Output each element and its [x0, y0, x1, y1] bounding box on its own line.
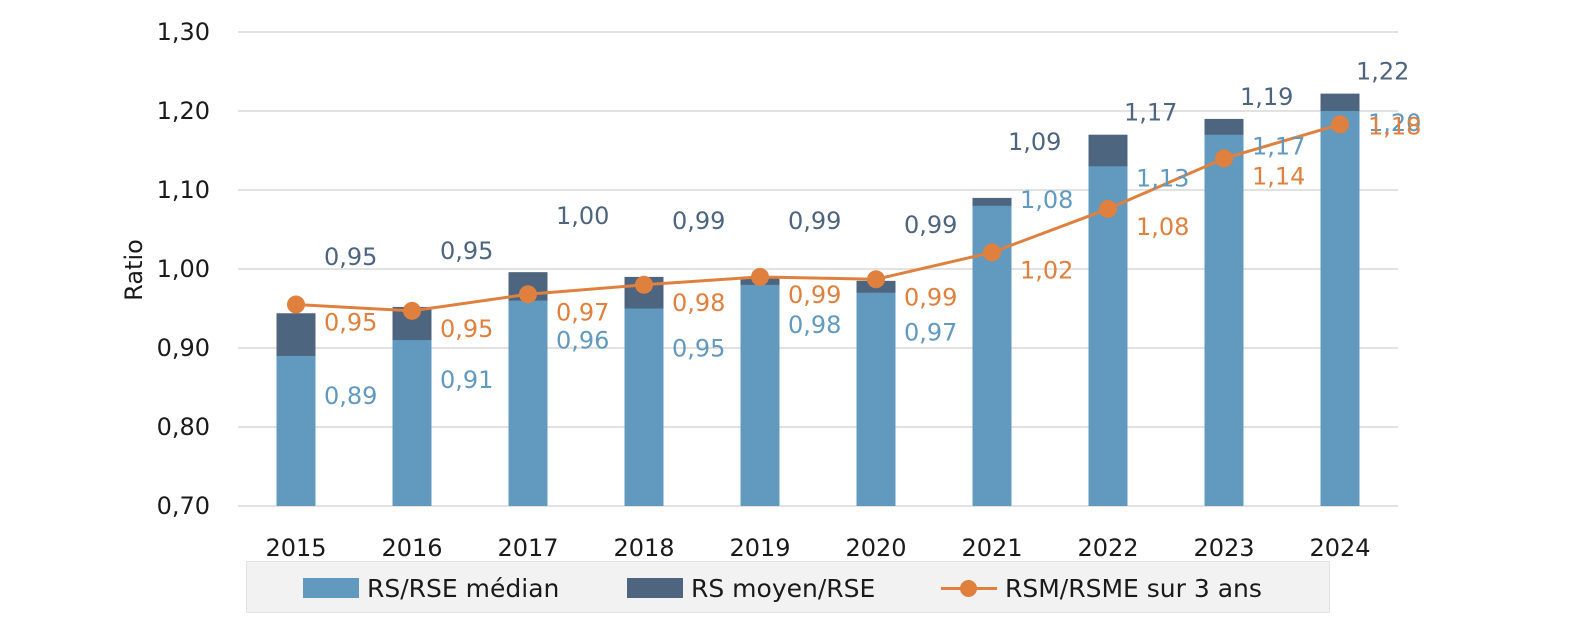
y-axis-ticks: 0,70 0,80 0,90 1,00 1,10 1,20 1,30: [157, 18, 210, 520]
label-3yr-2016: 0,95: [440, 315, 493, 343]
point-3yr-2018: [635, 275, 653, 294]
legend-swatch-median: [303, 578, 359, 598]
label-median-2017: 0,96: [556, 327, 609, 355]
label-median-2018: 0,95: [672, 335, 725, 363]
line-series: [287, 115, 1349, 320]
x-tick-label: 2019: [729, 534, 790, 562]
legend-label-3yr: RSM/RSME sur 3 ans: [1005, 573, 1262, 603]
legend-swatch-3yr: [941, 578, 997, 598]
bar-median-2024: [1320, 111, 1360, 506]
x-axis-ticks: 2015 2016 2017 2018 2019 2020 2021 2022 2023 2024: [265, 534, 1370, 562]
legend-item-mean: RS moyen/RSE: [627, 562, 875, 614]
legend-item-3yr: RSM/RSME sur 3 ans: [941, 562, 1262, 614]
label-median-2024: 1,20: [1368, 109, 1421, 137]
y-tick-label: 1,00: [157, 255, 210, 283]
x-tick-label: 2015: [265, 534, 326, 562]
label-median-2023: 1,17: [1252, 133, 1305, 161]
bar-median-2023: [1204, 134, 1244, 506]
label-3yr-2015: 0,95: [324, 309, 377, 337]
x-tick-label: 2022: [1077, 534, 1138, 562]
legend-item-median: RS/RSE médian: [303, 562, 559, 614]
data-labels: 0,950,890,950,950,910,951,000,960,970,99…: [324, 58, 1421, 410]
label-3yr-2019: 0,99: [788, 281, 841, 309]
label-mean-2015: 0,95: [324, 243, 377, 271]
label-mean-2020: 0,99: [904, 211, 957, 239]
x-tick-label: 2023: [1193, 534, 1254, 562]
bar-median-2018: [624, 308, 664, 506]
point-3yr-2022: [1099, 199, 1117, 218]
bar-median-2020: [856, 292, 896, 506]
label-3yr-2021: 1,02: [1020, 256, 1073, 284]
bars: [276, 93, 1360, 507]
legend-label-mean: RS moyen/RSE: [691, 573, 876, 603]
point-3yr-2021: [983, 243, 1001, 262]
label-median-2016: 0,91: [440, 366, 493, 394]
y-tick-label: 1,30: [157, 18, 210, 46]
x-tick-label: 2017: [497, 534, 558, 562]
label-mean-2016: 0,95: [440, 237, 493, 265]
label-3yr-2022: 1,08: [1136, 213, 1189, 241]
line-3yr: [295, 122, 1341, 313]
x-tick-label: 2020: [845, 534, 906, 562]
y-tick-label: 1,20: [157, 97, 210, 125]
y-tick-label: 1,10: [157, 176, 210, 204]
label-median-2020: 0,97: [904, 319, 957, 347]
label-mean-2022: 1,17: [1124, 99, 1177, 127]
point-3yr-2015: [287, 295, 305, 314]
y-tick-label: 0,90: [157, 334, 210, 362]
y-tick-label: 0,80: [157, 413, 210, 441]
label-3yr-2020: 0,99: [904, 283, 957, 311]
label-mean-2017: 1,00: [556, 202, 609, 230]
bar-median-2015: [276, 355, 316, 506]
bar-median-2017: [508, 300, 548, 506]
label-median-2022: 1,13: [1136, 164, 1189, 192]
x-tick-label: 2021: [961, 534, 1022, 562]
x-tick-label: 2016: [381, 534, 442, 562]
label-median-2019: 0,98: [788, 311, 841, 339]
label-median-2021: 1,08: [1020, 186, 1073, 214]
label-mean-2019: 0,99: [788, 207, 841, 235]
label-median-2015: 0,89: [324, 382, 377, 410]
label-3yr-2018: 0,98: [672, 289, 725, 317]
label-mean-2018: 0,99: [672, 207, 725, 235]
point-3yr-2024: [1331, 115, 1349, 134]
legend: RS/RSE médian RS moyen/RSE RSM/RSME sur …: [246, 561, 1330, 613]
point-3yr-2020: [867, 270, 885, 289]
label-mean-2023: 1,19: [1240, 83, 1293, 111]
x-tick-label: 2024: [1309, 534, 1370, 562]
bar-median-2016: [392, 340, 432, 506]
point-3yr-2023: [1215, 149, 1233, 168]
label-mean-2024: 1,22: [1356, 58, 1409, 86]
legend-swatch-mean: [627, 578, 683, 598]
y-axis-title: Ratio: [120, 239, 148, 301]
label-3yr-2024: 1,18: [1368, 112, 1421, 140]
bar-median-2022: [1088, 166, 1128, 507]
bar-median-2019: [740, 284, 780, 506]
label-mean-2021: 1,09: [1008, 128, 1061, 156]
label-3yr-2023: 1,14: [1252, 162, 1305, 190]
legend-label-median: RS/RSE médian: [367, 573, 560, 603]
point-3yr-2019: [751, 267, 769, 286]
point-3yr-2017: [519, 285, 537, 304]
y-tick-label: 0,70: [157, 492, 210, 520]
point-3yr-2016: [403, 301, 421, 320]
label-3yr-2017: 0,97: [556, 298, 609, 326]
x-tick-label: 2018: [613, 534, 674, 562]
